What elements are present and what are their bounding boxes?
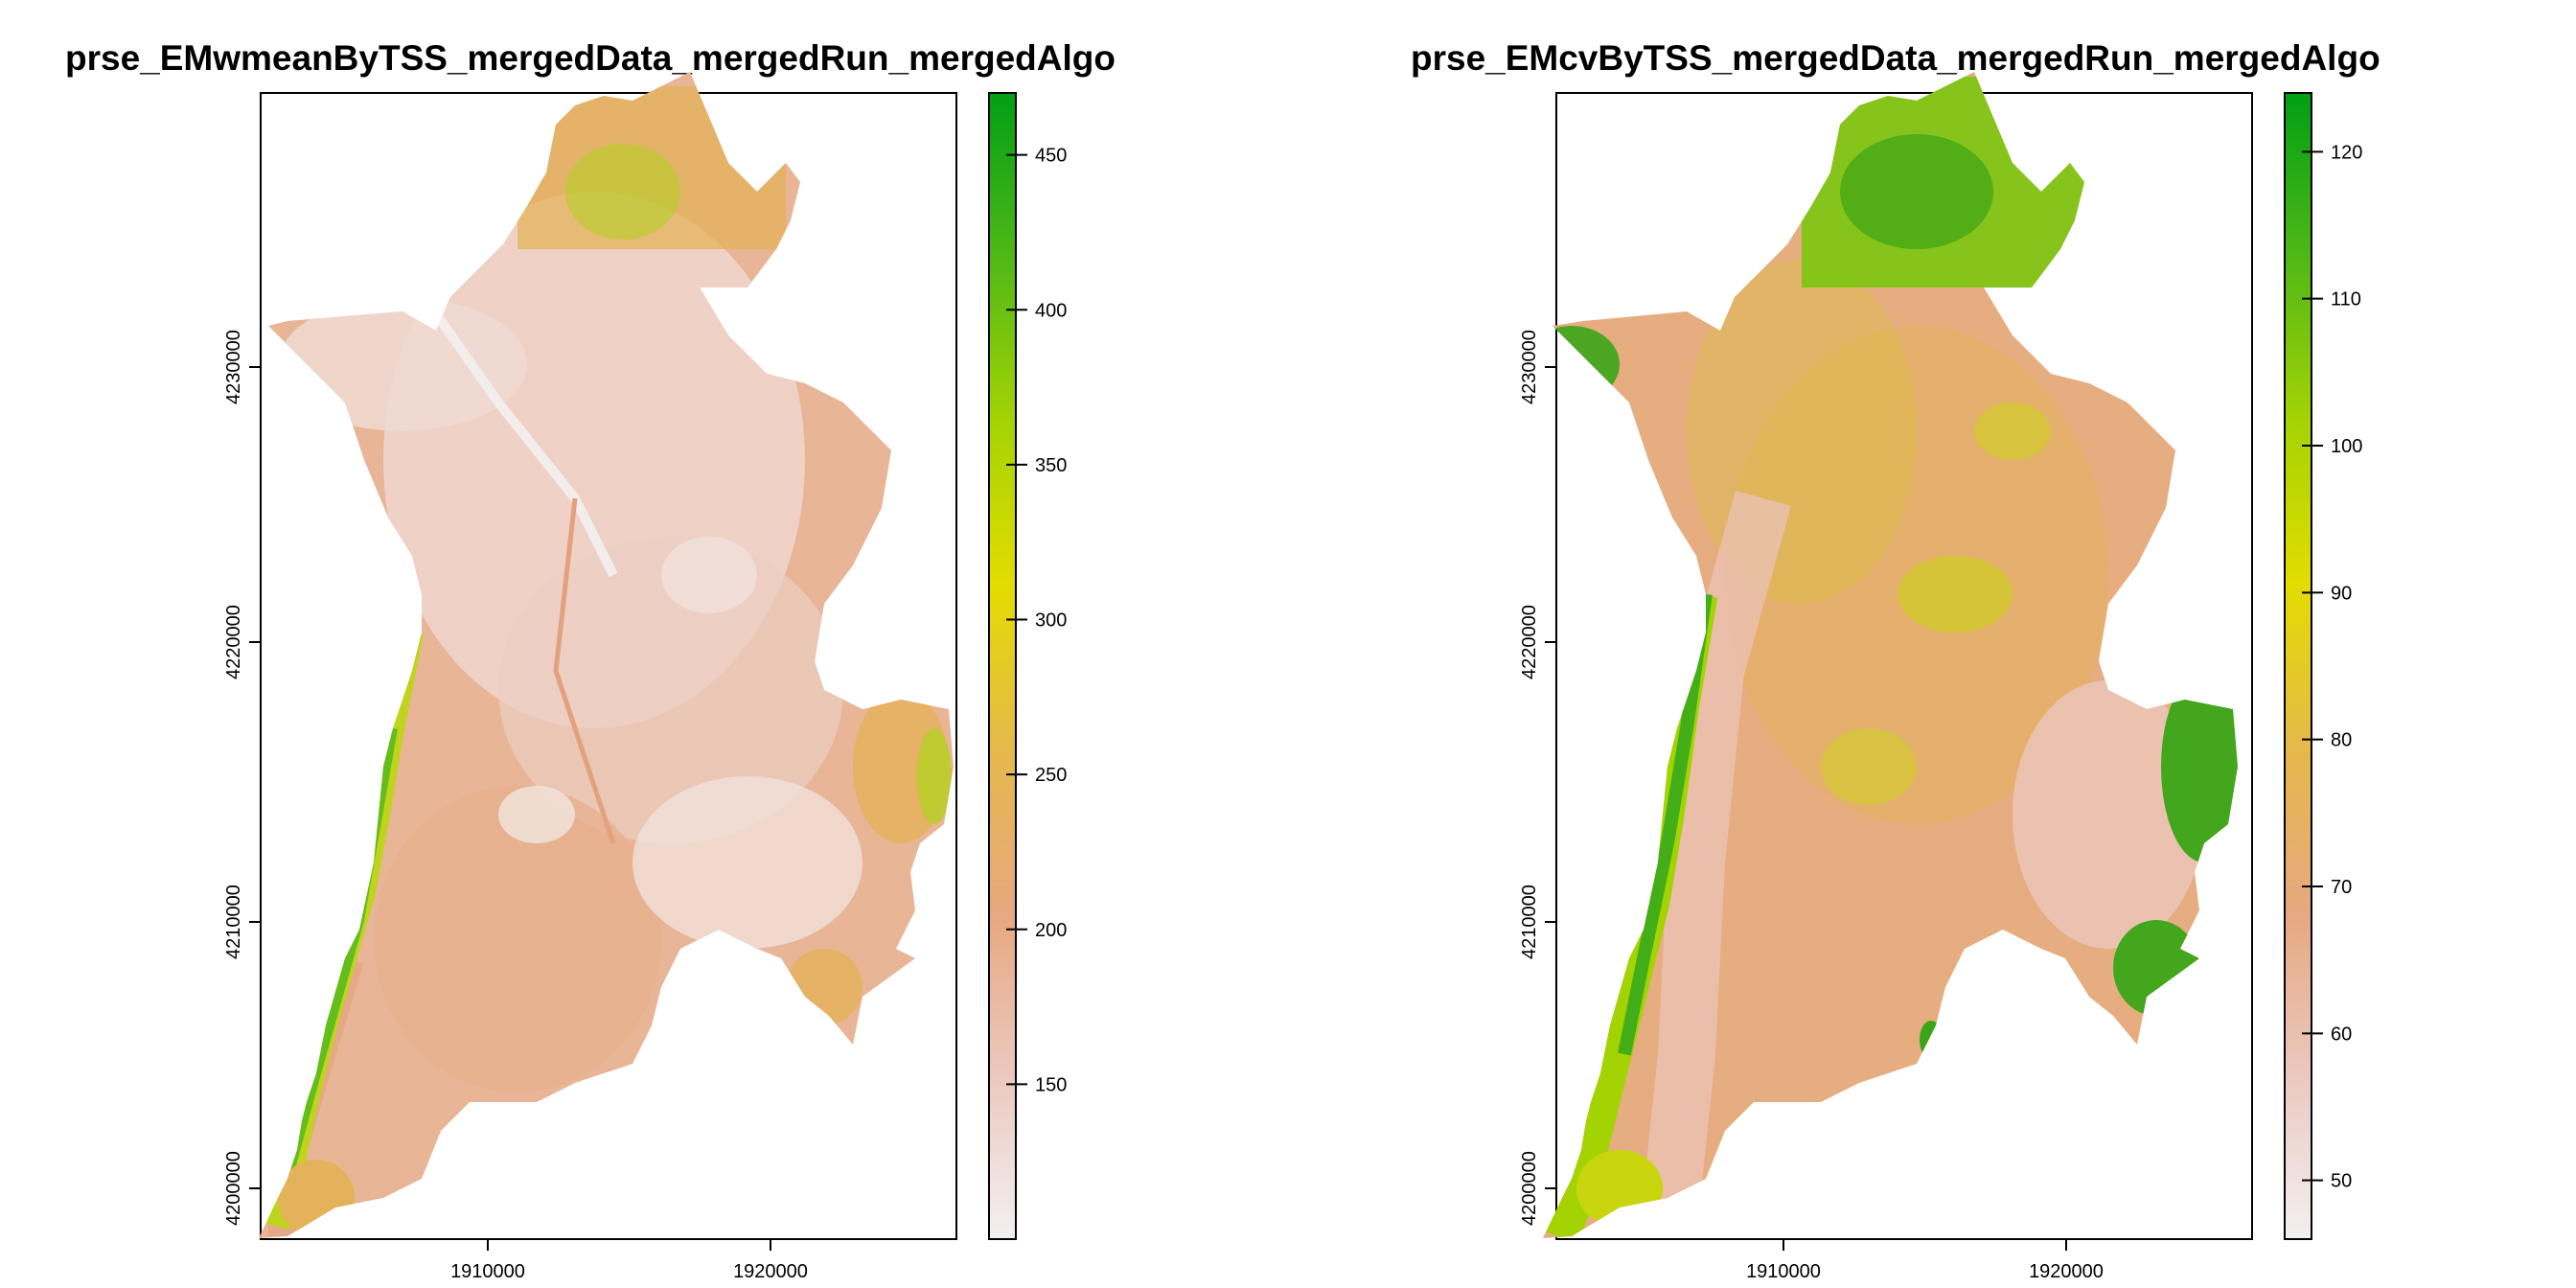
legend-tick-label: 120 [2331,142,2362,163]
left-map-panel: 1910000 1920000 4200000 4210000 4220000 4230… [223,72,1067,1282]
left-color-legend: 150 200 250 300 350 400 450 [988,92,1067,1240]
left-plot-frame [260,92,957,1240]
right-map-title: prse_EMcvByTSS_mergedData_mergedRun_merg… [1411,38,2380,78]
y-tick-label: 4200000 [223,1151,244,1226]
legend-color-bar [988,92,1017,1240]
legend-color-bar [2284,92,2312,1240]
x-tick-label: 1920000 [2029,1261,2104,1282]
right-plot-frame [1555,92,2253,1240]
y-tick-label: 4210000 [223,885,244,959]
left-y-axis: 4200000 4210000 4220000 4230000 [223,330,261,1226]
legend-tick-label: 70 [2331,877,2352,898]
y-tick-label: 4220000 [223,605,244,679]
y-tick-label: 4230000 [1519,330,1540,404]
y-tick-label: 4200000 [1519,1151,1540,1226]
legend-tick-label: 400 [1035,300,1067,321]
legend-tick-label: 300 [1035,610,1067,632]
x-tick-label: 1920000 [733,1261,808,1282]
legend-tick-label: 450 [1035,146,1067,167]
legend-tick-label: 110 [2331,289,2361,310]
left-raster-region [259,72,954,1238]
legend-tick-label: 100 [2331,436,2362,457]
y-tick-label: 4230000 [223,330,244,404]
legend-tick-label: 150 [1035,1074,1067,1095]
legend-tick-label: 90 [2331,583,2352,604]
right-x-axis: 1910000 1920000 [1746,1239,2104,1282]
legend-tick-label: 60 [2331,1024,2352,1045]
right-color-legend: 50 60 70 80 90 100 110 120 [2284,92,2362,1240]
y-tick-label: 4220000 [1519,605,1540,679]
x-tick-label: 1910000 [1746,1261,1821,1282]
right-map-panel: 1910000 1920000 4200000 4210000 4220000 4230… [1519,72,2362,1282]
legend-tick-label: 350 [1035,455,1067,476]
right-y-axis: 4200000 4210000 4220000 4230000 [1519,330,1556,1226]
right-raster-region [1543,72,2238,1238]
legend-tick-label: 250 [1035,765,1067,786]
x-tick-label: 1910000 [450,1261,525,1282]
left-map-title: prse_EMwmeanByTSS_mergedData_mergedRun_m… [65,38,1116,78]
legend-tick-label: 80 [2331,730,2352,751]
left-x-axis: 1910000 1920000 [450,1239,808,1282]
y-tick-label: 4210000 [1519,885,1540,959]
legend-tick-label: 200 [1035,920,1067,941]
legend-tick-label: 50 [2331,1171,2352,1192]
